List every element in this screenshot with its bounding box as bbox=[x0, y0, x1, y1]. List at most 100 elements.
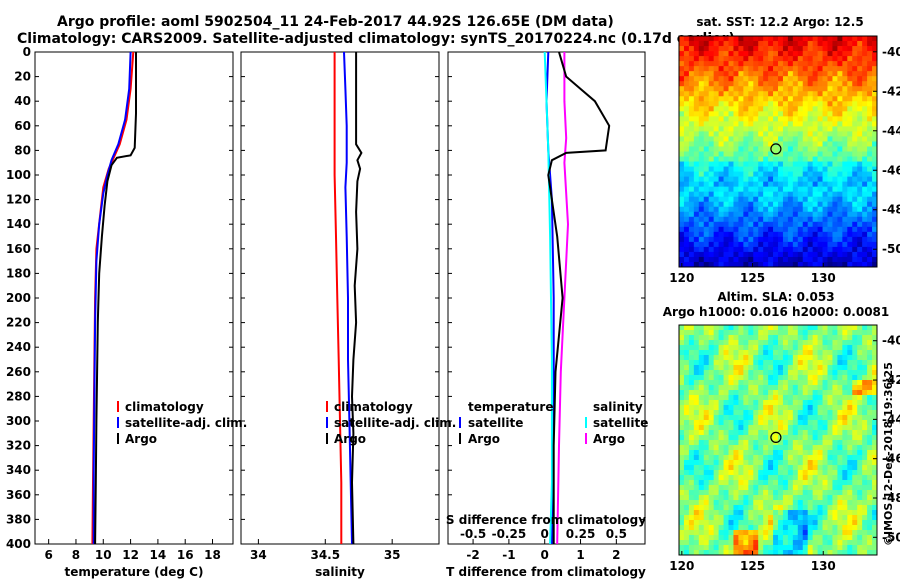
heatmap-cell bbox=[688, 525, 695, 531]
heatmap-cell bbox=[817, 395, 823, 401]
heatmap-cell bbox=[763, 156, 769, 162]
heatmap-cell bbox=[802, 545, 809, 551]
heatmap-cell bbox=[743, 325, 749, 331]
heatmap-cell bbox=[807, 385, 814, 391]
heatmap-cell bbox=[679, 440, 685, 446]
heatmap-cell bbox=[688, 470, 695, 476]
heatmap-cell bbox=[778, 550, 784, 556]
heatmap-cell bbox=[693, 460, 700, 466]
heatmap-cell bbox=[827, 176, 833, 183]
heatmap-cell bbox=[792, 345, 799, 351]
heatmap-cell bbox=[862, 101, 868, 107]
heatmap-cell bbox=[743, 76, 749, 82]
heatmap-cell bbox=[679, 66, 685, 72]
heatmap-cell bbox=[718, 196, 724, 203]
heatmap-cell bbox=[728, 370, 734, 376]
heatmap-cell bbox=[718, 141, 724, 147]
heatmap-cell bbox=[857, 221, 863, 228]
heatmap-cell bbox=[773, 335, 779, 341]
heatmap-cell bbox=[817, 355, 823, 361]
heatmap-cell bbox=[867, 375, 873, 381]
heatmap-cell bbox=[718, 216, 724, 223]
heatmap-cell bbox=[812, 46, 818, 52]
heatmap-cell bbox=[688, 261, 695, 268]
heatmap-cell bbox=[822, 485, 828, 491]
heatmap-cell bbox=[872, 550, 878, 556]
heatmap-cell bbox=[822, 81, 828, 87]
heatmap-cell bbox=[822, 420, 828, 426]
heatmap-cell bbox=[728, 550, 734, 556]
heatmap-cell bbox=[857, 126, 863, 132]
heatmap-cell bbox=[733, 500, 739, 506]
heatmap-cell bbox=[748, 116, 754, 122]
heatmap-cell bbox=[857, 201, 863, 208]
heatmap-cell bbox=[713, 96, 719, 102]
heatmap-cell bbox=[743, 515, 749, 521]
heatmap-cell bbox=[713, 86, 719, 92]
heatmap-cell bbox=[708, 181, 715, 188]
heatmap-cell bbox=[728, 66, 734, 72]
heatmap-cell bbox=[817, 425, 823, 431]
heatmap-cell bbox=[778, 246, 784, 253]
heatmap-cell bbox=[802, 350, 809, 356]
heatmap-cell bbox=[758, 96, 764, 102]
heatmap-cell bbox=[723, 221, 729, 228]
heatmap-cell bbox=[698, 116, 705, 122]
heatmap-cell bbox=[738, 510, 744, 516]
heatmap-cell bbox=[842, 340, 848, 346]
heatmap-cell bbox=[763, 545, 769, 551]
heatmap-cell bbox=[802, 435, 809, 441]
heatmap-cell bbox=[872, 405, 878, 411]
heatmap-cell bbox=[832, 470, 838, 476]
heatmap-cell bbox=[817, 176, 823, 183]
heatmap-cell bbox=[763, 400, 769, 406]
heatmap-cell bbox=[827, 365, 833, 371]
heatmap-cell bbox=[787, 86, 794, 92]
heatmap-cell bbox=[837, 425, 843, 431]
heatmap-cell bbox=[679, 151, 685, 157]
heatmap-cell bbox=[782, 395, 789, 401]
heatmap-cell bbox=[778, 136, 784, 142]
heatmap-cell bbox=[718, 251, 724, 258]
heatmap-cell bbox=[797, 136, 804, 142]
heatmap-cell bbox=[728, 445, 734, 451]
heatmap-cell bbox=[728, 106, 734, 112]
heatmap-cell bbox=[753, 375, 759, 381]
heatmap-cell bbox=[763, 196, 769, 203]
heatmap-cell bbox=[713, 460, 719, 466]
heatmap-cell bbox=[837, 111, 843, 117]
heatmap-cell bbox=[688, 231, 695, 238]
lat-tick-label: -40 bbox=[882, 334, 900, 348]
heatmap-cell bbox=[852, 96, 858, 102]
heatmap-cell bbox=[812, 470, 818, 476]
heatmap-cell bbox=[797, 505, 804, 511]
heatmap-cell bbox=[778, 61, 784, 67]
heatmap-cell bbox=[753, 455, 759, 461]
heatmap-cell bbox=[802, 450, 809, 456]
heatmap-cell bbox=[758, 515, 764, 521]
heatmap-cell bbox=[792, 350, 799, 356]
heatmap-cell bbox=[713, 505, 719, 511]
heatmap-cell bbox=[832, 221, 838, 228]
heatmap-cell bbox=[738, 520, 744, 526]
heatmap-cell bbox=[728, 330, 734, 336]
heatmap-cell bbox=[797, 425, 804, 431]
heatmap-cell bbox=[847, 395, 853, 401]
heatmap-cell bbox=[733, 510, 739, 516]
heatmap-cell bbox=[852, 236, 858, 243]
heatmap-cell bbox=[738, 71, 744, 77]
heatmap-cell bbox=[792, 535, 799, 541]
heatmap-cell bbox=[718, 495, 724, 501]
heatmap-cell bbox=[738, 335, 744, 341]
heatmap-cell bbox=[837, 141, 843, 147]
heatmap-cell bbox=[862, 340, 868, 346]
heatmap-cell bbox=[683, 46, 690, 52]
heatmap-cell bbox=[718, 86, 724, 92]
heatmap-cell bbox=[718, 330, 724, 336]
heatmap-cell bbox=[847, 400, 853, 406]
heatmap-cell bbox=[773, 510, 779, 516]
heatmap-cell bbox=[693, 400, 700, 406]
heatmap-cell bbox=[708, 76, 715, 82]
heatmap-cell bbox=[867, 385, 873, 391]
heatmap-cell bbox=[867, 256, 873, 263]
